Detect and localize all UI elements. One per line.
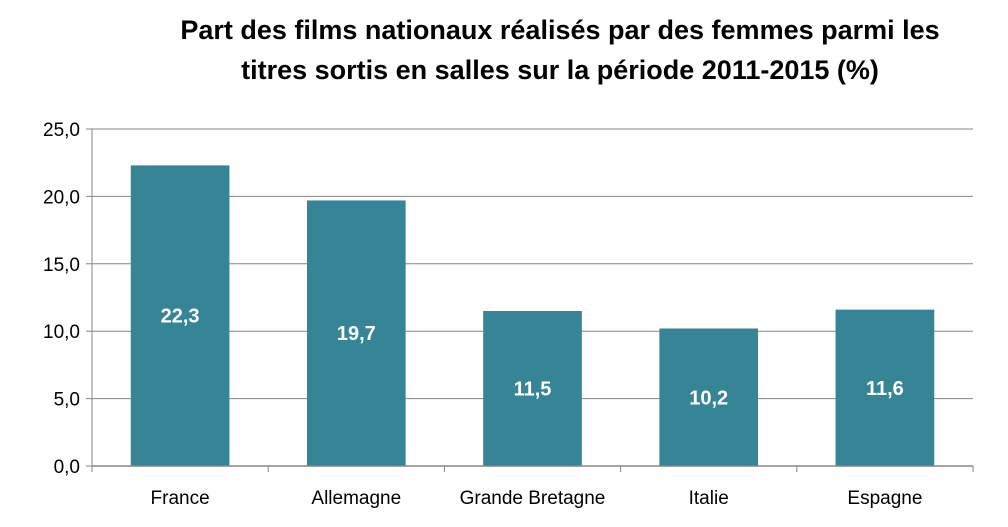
x-axis: France Allemagne Grande Bretagne Italie Espa…: [91, 465, 974, 509]
y-tick-label: 5,0: [54, 390, 80, 411]
bars: 22,3 19,7 11,5 10,2 11,6: [130, 165, 935, 466]
chart-title-line-1: Part des films nationaux réalisés par de…: [180, 15, 940, 45]
bar-france: [130, 165, 230, 466]
bar-italie: [659, 328, 759, 466]
y-tick-label: 10,0: [43, 322, 80, 343]
y-tick-label: 20,0: [43, 187, 80, 208]
data-label: 11,5: [514, 378, 552, 400]
bar-espagne: [835, 309, 935, 466]
data-label: 11,6: [866, 378, 904, 400]
y-axis: 0,0 5,0 10,0 15,0 20,0 25,0: [43, 120, 93, 478]
x-tick-label: Grande Bretagne: [460, 488, 606, 509]
y-tick-label: 0,0: [54, 457, 80, 478]
bar-grande-bretagne: [483, 310, 582, 466]
data-label: 22,3: [161, 306, 200, 328]
y-tick-label: 15,0: [43, 255, 80, 276]
data-label: 10,2: [689, 387, 728, 409]
x-tick-label: Espagne: [847, 488, 922, 509]
x-tick-label: Allemagne: [311, 488, 401, 509]
data-label: 19,7: [337, 323, 376, 345]
chart-title: Part des films nationaux réalisés par de…: [120, 10, 1000, 90]
x-tick-label: France: [151, 488, 210, 509]
bar-allemagne: [306, 200, 406, 466]
x-tick-label: Italie: [689, 488, 729, 509]
chart-title-line-2: titres sortis en salles sur la période 2…: [241, 55, 879, 85]
y-tick-label: 25,0: [43, 120, 80, 141]
